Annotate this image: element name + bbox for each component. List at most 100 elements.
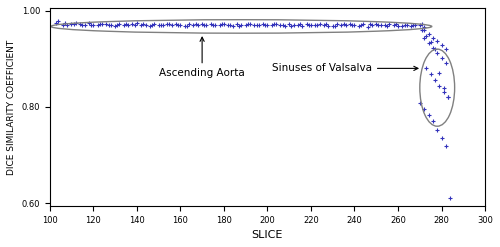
Point [288, 24, 296, 28]
Point [164, 22, 172, 26]
Point [386, 22, 394, 26]
Point [61, 21, 69, 24]
Point [98, 21, 106, 25]
Point [198, 22, 206, 26]
Point [94, 23, 102, 27]
Point [166, 22, 173, 26]
Point [333, 21, 341, 25]
Point [180, 24, 188, 28]
Point [250, 23, 258, 27]
Point [142, 23, 150, 27]
Point [355, 24, 363, 28]
Point [174, 23, 182, 27]
Point [218, 22, 226, 26]
Point [440, 86, 448, 90]
Point [216, 23, 224, 27]
Point [305, 22, 313, 26]
Point [436, 84, 444, 88]
Point [383, 24, 391, 28]
Point [209, 23, 217, 27]
Point [296, 21, 304, 25]
Point [52, 21, 60, 24]
Point [438, 136, 446, 140]
Point [357, 23, 365, 27]
Point [202, 23, 210, 27]
Point [424, 41, 432, 45]
Point [200, 22, 208, 26]
Point [402, 23, 410, 27]
Point [444, 95, 452, 99]
Point [278, 23, 286, 27]
Point [381, 23, 389, 27]
Point [426, 40, 434, 44]
Point [246, 22, 254, 26]
Point [211, 22, 219, 26]
Point [420, 37, 428, 41]
Point [420, 107, 428, 111]
Point [446, 196, 454, 200]
Point [416, 23, 424, 27]
Point [220, 22, 228, 26]
Point [420, 25, 428, 29]
Point [150, 21, 158, 25]
Point [422, 34, 430, 38]
Text: Ascending Aorta: Ascending Aorta [159, 37, 245, 78]
Point [261, 23, 269, 27]
Point [324, 24, 332, 28]
Point [374, 23, 382, 27]
Point [376, 22, 384, 26]
Point [156, 23, 164, 27]
Point [281, 24, 289, 28]
Point [235, 24, 243, 28]
Point [285, 21, 293, 25]
Point [312, 23, 320, 27]
Point [392, 21, 400, 25]
Point [106, 23, 114, 27]
Point [316, 22, 324, 26]
Point [418, 22, 426, 26]
Point [302, 21, 310, 25]
Point [190, 22, 198, 26]
Point [429, 36, 437, 40]
Point [128, 22, 136, 26]
Point [420, 28, 428, 32]
Point [192, 21, 200, 25]
Point [70, 21, 78, 25]
Point [148, 22, 156, 26]
Point [342, 23, 350, 27]
Point [433, 40, 441, 43]
Point [159, 23, 167, 27]
Point [259, 21, 267, 25]
Point [418, 28, 426, 32]
Point [429, 46, 437, 50]
Point [111, 24, 119, 28]
Point [207, 21, 215, 25]
Point [390, 23, 398, 27]
Point [442, 47, 450, 51]
Point [140, 21, 147, 25]
Point [433, 128, 441, 132]
Point [116, 21, 124, 25]
Point [80, 23, 88, 27]
Point [422, 66, 430, 70]
Point [90, 22, 98, 26]
Point [442, 61, 450, 64]
Point [104, 22, 112, 26]
Point [252, 22, 260, 26]
Point [442, 144, 450, 147]
Point [120, 22, 128, 26]
Text: Sinuses of Valsalva: Sinuses of Valsalva [272, 63, 418, 73]
Point [124, 23, 132, 27]
Point [268, 23, 276, 27]
Point [137, 22, 145, 26]
Point [307, 22, 315, 26]
Point [340, 21, 347, 25]
Point [176, 22, 184, 26]
Point [328, 24, 336, 28]
Point [294, 23, 302, 27]
Point [238, 22, 246, 26]
Point [264, 22, 272, 26]
Point [172, 21, 180, 25]
Point [444, 95, 452, 99]
Point [331, 24, 339, 28]
